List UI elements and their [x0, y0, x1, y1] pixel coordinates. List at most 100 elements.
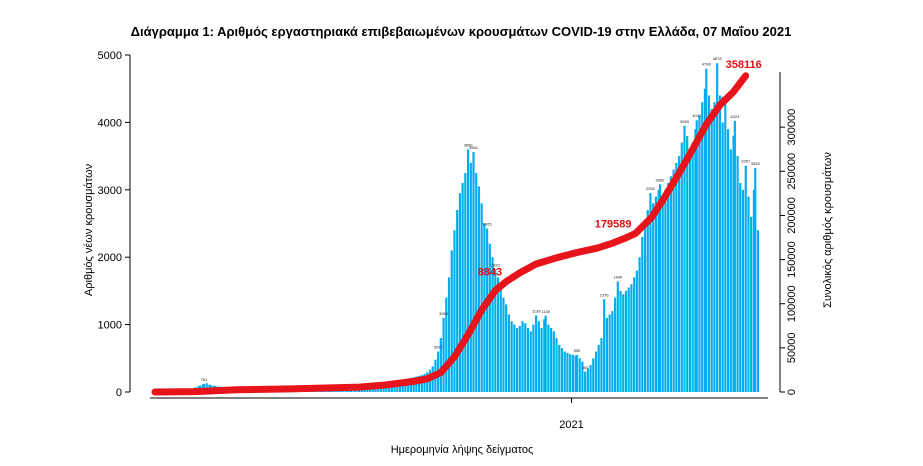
- y-tick-label: 0: [116, 387, 122, 399]
- bar: [535, 315, 538, 392]
- bar: [669, 176, 672, 392]
- bar: [752, 189, 756, 392]
- bar: [540, 327, 543, 392]
- bar-value-label: 4024: [730, 114, 740, 119]
- bar: [657, 189, 660, 392]
- bar: [713, 102, 716, 393]
- bar-series: [153, 63, 760, 393]
- bar: [366, 388, 369, 392]
- bar: [555, 338, 558, 392]
- bar: [477, 186, 481, 392]
- bar-value-label: 1820: [491, 262, 501, 267]
- bar: [581, 361, 584, 392]
- bar: [537, 321, 540, 392]
- bar: [611, 311, 614, 392]
- bar: [363, 388, 366, 392]
- bar: [450, 250, 453, 392]
- bar: [649, 193, 652, 392]
- bar: [569, 354, 572, 392]
- bar: [672, 169, 675, 392]
- bar: [453, 230, 456, 392]
- bar: [703, 88, 707, 392]
- bar: [521, 321, 524, 392]
- bar: [654, 196, 658, 392]
- bar: [747, 196, 750, 392]
- bar: [592, 358, 595, 392]
- bar-value-label: 3600: [464, 142, 474, 147]
- bar: [574, 355, 577, 392]
- bar: [710, 108, 713, 393]
- bar: [686, 135, 689, 392]
- bar: [456, 210, 459, 392]
- bar-value-label: 550: [574, 348, 581, 353]
- bar-value-label: 3326: [751, 161, 761, 166]
- bar: [461, 183, 464, 392]
- bar-value-label: 1640: [613, 274, 623, 279]
- y-tick-label: 4000: [98, 117, 122, 129]
- y2-tick-label: 50000: [786, 333, 798, 364]
- bar-value-label: 4796: [702, 62, 712, 67]
- line-series: [151, 72, 750, 396]
- y2-tick-label: 0: [786, 389, 798, 395]
- y2-tick-label: 100000: [786, 285, 798, 322]
- y-tick-label: 5000: [98, 50, 122, 62]
- bar: [502, 297, 505, 392]
- bar-value-label: 4032: [692, 113, 702, 118]
- bar: [597, 344, 600, 392]
- x-tick-label: 2021: [559, 419, 583, 431]
- bar-value-label: 1130: [541, 309, 550, 314]
- bar: [718, 95, 721, 392]
- bar: [698, 115, 701, 392]
- bar: [741, 189, 745, 392]
- bar: [643, 223, 647, 392]
- line-annotation: 179589: [595, 218, 632, 230]
- bar: [371, 387, 374, 392]
- bar: [488, 243, 491, 392]
- y-axis-title: Αριθμός νέων κρουσμάτων: [83, 163, 95, 296]
- y2-tick-label: 200000: [786, 197, 798, 234]
- bar: [423, 373, 426, 392]
- y2-tick-label: 250000: [786, 153, 798, 190]
- chart-title: Διάγραμμα 1: Αριθμός εργαστηριακά επιβεβ…: [131, 24, 792, 39]
- bar: [472, 151, 475, 392]
- bar: [515, 327, 519, 392]
- bar: [646, 210, 649, 392]
- bar: [641, 236, 644, 392]
- bar: [445, 297, 448, 392]
- bar: [499, 287, 502, 392]
- bar-value-label: 3561: [469, 145, 479, 150]
- bar: [619, 290, 622, 392]
- bar: [447, 277, 451, 392]
- bar: [754, 167, 757, 392]
- bar: [458, 193, 461, 392]
- bar-value-label: 1376: [600, 292, 610, 297]
- bar: [464, 172, 467, 392]
- bar: [526, 327, 530, 392]
- bar: [716, 63, 719, 392]
- bar: [594, 351, 598, 392]
- bar: [524, 323, 527, 392]
- bar: [379, 385, 383, 392]
- bar: [624, 290, 628, 392]
- line-annotation: 358116: [726, 59, 762, 71]
- bar: [486, 228, 489, 392]
- bar: [739, 183, 742, 392]
- bar: [466, 149, 470, 392]
- y2-tick-label: 300000: [786, 109, 798, 146]
- cumulative-line: [151, 72, 750, 396]
- bar: [724, 101, 727, 392]
- bar: [691, 142, 694, 392]
- bar: [677, 156, 681, 392]
- bar: [721, 122, 724, 393]
- bar: [544, 315, 547, 392]
- bar: [688, 149, 692, 392]
- line-annotation: 8843: [478, 267, 502, 279]
- bar: [658, 184, 662, 392]
- bar-value-label: 3357: [741, 159, 751, 164]
- bar: [578, 358, 581, 392]
- bar: [518, 325, 521, 392]
- bar: [701, 102, 704, 393]
- bar: [605, 317, 608, 392]
- bar: [480, 203, 483, 392]
